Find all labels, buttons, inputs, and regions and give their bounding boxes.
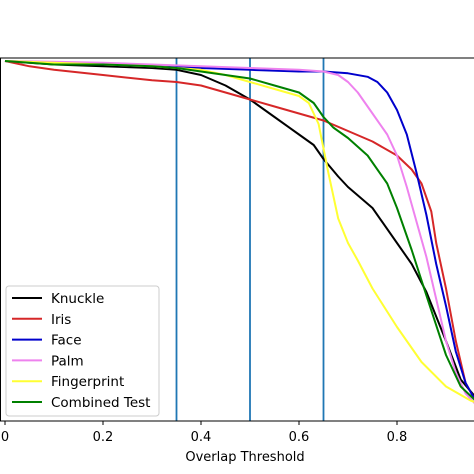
legend-label-combined-test: Combined Test [51, 395, 150, 411]
legend-label-face: Face [51, 333, 82, 349]
x-tick-label: 0 [1, 430, 9, 445]
x-axis-label: Overlap Threshold [185, 450, 304, 465]
x-tick-label: 0.4 [191, 430, 212, 445]
legend-entries: Knuckle Iris Face Palm Fingerprint Combined T… [12, 291, 150, 411]
x-tick-label: 0.8 [387, 430, 408, 445]
legend-label-knuckle: Knuckle [51, 291, 104, 307]
threshold-lines [175, 58, 325, 421]
x-tick-label: 0.6 [289, 430, 310, 445]
legend-label-palm: Palm [51, 353, 84, 369]
x-axis-ticks: 0 0.2 0.4 0.6 0.8 [1, 421, 407, 445]
series-line-iris [4, 60, 474, 401]
series-line-palm [4, 60, 474, 404]
x-tick-label: 0.2 [93, 430, 114, 445]
legend-label-iris: Iris [51, 312, 71, 328]
legend: Knuckle Iris Face Palm Fingerprint Combined T… [5, 285, 160, 417]
legend-box [5, 285, 160, 417]
series-line-knuckle [4, 60, 474, 397]
series-lines [4, 60, 474, 404]
series-line-combined-test [4, 60, 474, 401]
legend-label-fingerprint: Fingerprint [51, 374, 124, 390]
